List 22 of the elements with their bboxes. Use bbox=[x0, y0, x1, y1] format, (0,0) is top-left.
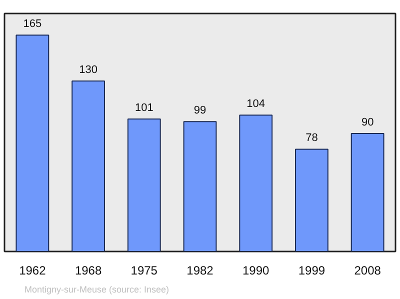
x-tick-label: 1962 bbox=[19, 264, 46, 278]
data-label: 99 bbox=[194, 104, 206, 117]
bar bbox=[72, 80, 105, 252]
bar bbox=[239, 114, 273, 252]
data-label: 90 bbox=[361, 116, 374, 128]
data-label: 104 bbox=[246, 98, 266, 110]
x-tick-label: 1975 bbox=[130, 264, 158, 278]
bar bbox=[350, 132, 384, 252]
data-label: 165 bbox=[23, 18, 42, 30]
bar bbox=[295, 148, 328, 252]
x-tick-label: 1982 bbox=[186, 264, 214, 278]
text: Montigny-sur-Meuse (source: Insee) bbox=[24, 284, 170, 294]
bar bbox=[127, 118, 161, 252]
bar bbox=[16, 34, 50, 252]
x-tick-label: 1968 bbox=[74, 264, 102, 278]
x-tick-label: 1990 bbox=[242, 264, 270, 278]
x-tick-label: 1999 bbox=[298, 264, 326, 278]
data-label: 78 bbox=[306, 132, 318, 144]
x-tick-label: 2008 bbox=[354, 264, 382, 278]
bar bbox=[183, 121, 217, 252]
data-label: 101 bbox=[134, 102, 154, 114]
data-label: 130 bbox=[79, 64, 98, 76]
